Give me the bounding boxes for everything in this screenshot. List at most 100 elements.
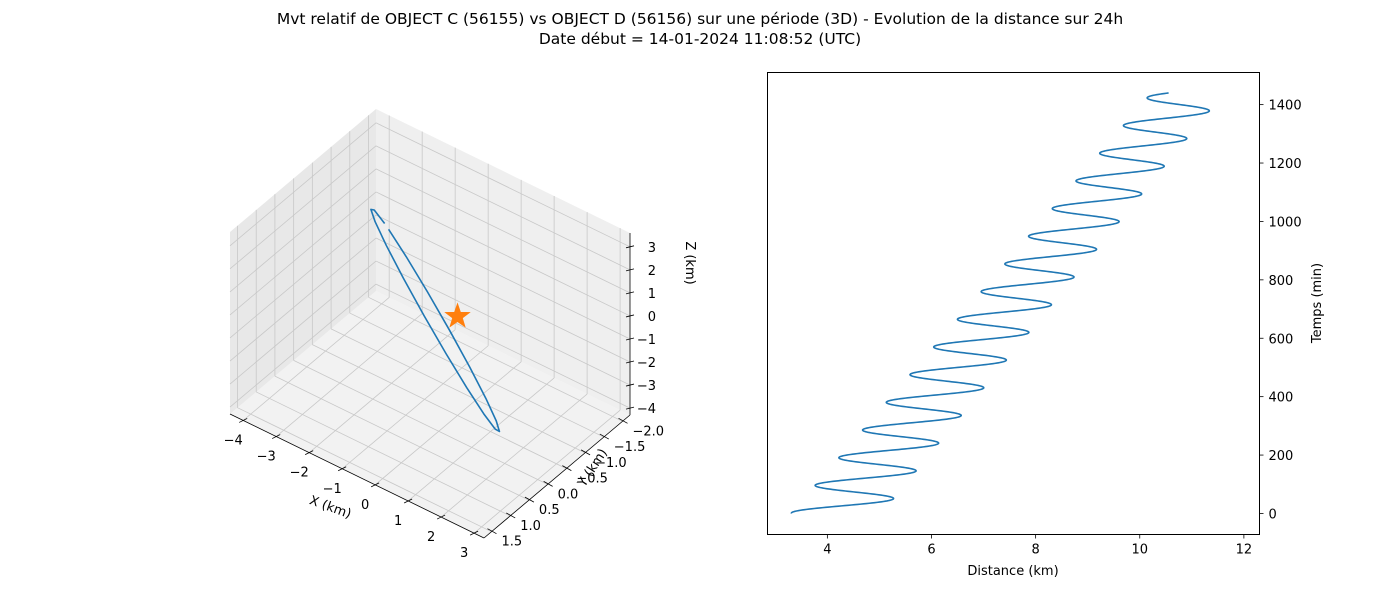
grid-line-backwall-z — [375, 237, 631, 363]
x-axis-line-3d — [229, 413, 485, 539]
x-tick-label-2d: 8 — [1031, 543, 1039, 558]
y-tick-mark-3d — [524, 496, 535, 503]
x-tick-label-3d: −1 — [323, 482, 342, 497]
y-tick-label-2d: 200 — [1269, 449, 1294, 464]
x-tick-label-2d: 10 — [1131, 543, 1148, 558]
plot-2d-axes: 4 6 8 10 12 0 200 400 600 800 1000 1200 1400 Distanc… — [767, 72, 1325, 579]
grid-line-leftwall-z — [229, 214, 377, 339]
y-tick-mark-3d — [543, 481, 553, 487]
x-tick-mark-3d — [403, 498, 413, 504]
z-tick-mark-3d — [625, 291, 635, 295]
z-tick-label-3d: 0 — [648, 310, 656, 325]
z-tick-mark-3d — [625, 245, 635, 249]
grid-line-floor-x — [407, 377, 555, 502]
x-tick-mark-3d — [436, 514, 446, 520]
grid-line-floor-y — [237, 407, 492, 533]
z-tick-label-3d: −2 — [637, 356, 656, 371]
grid-line-backwall-z — [375, 122, 631, 248]
z-tick-mark-3d — [625, 337, 635, 341]
grid-line-leftwall-z — [229, 283, 377, 408]
z-axis-label-3d: Z (km) — [682, 241, 697, 284]
chart-title-line1: Mvt relatif de OBJECT C (56155) vs OBJEC… — [277, 10, 1123, 28]
y-tick-label-3d: 0.0 — [558, 487, 579, 502]
y-tick-label-2d: 400 — [1269, 391, 1294, 406]
y-tick-mark-3d — [506, 512, 516, 519]
y-tick-label-3d: 0.5 — [539, 503, 560, 518]
x-tick-label-3d: −4 — [224, 433, 243, 448]
grid-line-leftwall-z — [229, 260, 377, 385]
z-tick-mark-3d — [625, 360, 635, 364]
grid-line-leftwall-z — [229, 191, 377, 316]
x-tick-label-3d: −3 — [257, 450, 276, 465]
grid-line-floor-y — [312, 344, 567, 469]
grid-line-floor-x — [341, 345, 489, 470]
y-tick-mark-3d — [487, 528, 497, 535]
y-tick-label-3d: 1.0 — [520, 519, 541, 534]
grid-line-backwall-z — [375, 145, 631, 271]
y-tick-mark-3d — [562, 465, 572, 471]
x-tick-label-3d: 3 — [460, 546, 468, 561]
y-tick-label-2d: 1400 — [1269, 99, 1302, 114]
z-tick-label-3d: 2 — [648, 264, 656, 279]
pane-back-wall — [376, 109, 630, 415]
grid-line-leftwall-z — [229, 237, 377, 362]
x-tick-label-3d: 1 — [394, 514, 402, 529]
z-tick-mark-3d — [625, 268, 635, 272]
grid-line-leftwall-z — [229, 122, 377, 247]
z-tick-mark-3d — [625, 383, 635, 387]
x-tick-label-2d: 4 — [823, 543, 831, 558]
y-tick-label-2d: 600 — [1269, 332, 1294, 347]
grid-line-floor-x — [242, 297, 390, 421]
plot-2d-data — [790, 92, 1211, 514]
x-tick-label-3d: 0 — [361, 498, 369, 513]
x-tick-mark-3d — [239, 418, 248, 423]
z-tick-mark-3d — [625, 314, 635, 318]
plot-3d-grid — [229, 115, 631, 534]
x-tick-label-2d: 12 — [1236, 543, 1253, 558]
grid-line-floor-y — [368, 296, 623, 422]
plot-2d-ticks: 4 6 8 10 12 0 200 400 600 800 1000 1200 1400 — [823, 99, 1301, 558]
orbit-line-3d — [370, 208, 501, 433]
z-tick-label-3d: 3 — [648, 241, 656, 256]
x-tick-mark-3d — [337, 466, 347, 472]
z-tick-label-3d: −1 — [637, 333, 656, 348]
y-tick-label-2d: 800 — [1269, 274, 1294, 289]
y-tick-label-3d: −0.5 — [576, 472, 608, 487]
grid-line-floor-y — [293, 360, 548, 485]
grid-line-floor-x — [308, 329, 456, 453]
grid-line-backwall-z — [375, 191, 631, 317]
chart-title-line2: Date début = 14-01-2024 11:08:52 (UTC) — [539, 30, 861, 48]
grid-line-floor-x — [374, 361, 522, 486]
x-tick-label-3d: −2 — [290, 466, 309, 481]
grid-line-backwall-z — [375, 214, 631, 340]
plot-3d-axes: −4 −3 −2 −1 0 1 2 3 −2.0−1.5−1.0−0.50.00.51.01.5… — [224, 109, 697, 561]
origin-star-marker — [444, 302, 471, 328]
x-tick-mark-3d — [370, 482, 380, 488]
y-tick-label-3d: −1.5 — [614, 440, 646, 455]
x-tick-mark-3d — [272, 434, 281, 439]
distance-time-line — [790, 92, 1211, 514]
y-tick-label-2d: 1200 — [1269, 157, 1302, 172]
x-axis-label-2d: Distance (km) — [967, 564, 1058, 579]
x-tick-mark-3d — [304, 450, 314, 456]
plot-2d-frame — [767, 72, 1260, 535]
grid-line-backwall-z — [375, 168, 631, 294]
z-tick-label-3d: −4 — [637, 402, 656, 417]
x-axis-label-3d: X (km) — [307, 493, 353, 522]
x-tick-label-2d: 6 — [927, 543, 935, 558]
y-tick-label-3d: −2.0 — [633, 424, 665, 439]
z-tick-label-3d: −3 — [637, 379, 656, 394]
x-tick-label-3d: 2 — [427, 530, 435, 545]
grid-line-floor-x — [473, 409, 621, 534]
plot-3d-ticks: −4 −3 −2 −1 0 1 2 3 −2.0−1.5−1.0−0.50.00.51.01.5… — [224, 241, 664, 561]
grid-line-floor-y — [330, 328, 586, 454]
z-tick-label-3d: 1 — [648, 287, 656, 302]
grid-line-floor-y — [256, 391, 511, 517]
grid-line-floor-y — [349, 312, 604, 438]
y-tick-label-3d: 1.5 — [501, 535, 522, 550]
y-tick-label-3d: −1.0 — [595, 456, 627, 471]
grid-line-floor-y — [274, 375, 530, 501]
pane-floor — [230, 291, 630, 538]
y-tick-mark-3d — [580, 449, 591, 456]
